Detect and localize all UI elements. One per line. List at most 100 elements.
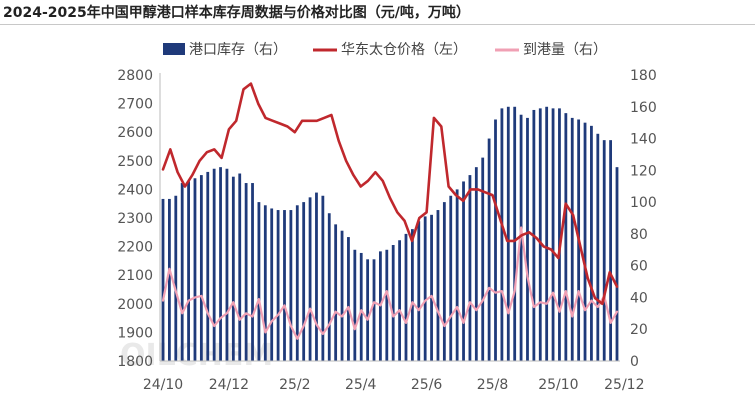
inventory-bar [161,198,165,361]
inventory-bar [615,167,619,361]
x-tick-label: 25/10 [538,377,578,393]
inventory-bar [219,167,222,361]
inventory-bar [327,213,331,361]
inventory-bar [442,202,446,361]
left-tick-label: 2700 [117,97,153,113]
inventory-bar [526,117,529,362]
inventory-bar [538,108,542,361]
inventory-bar [474,167,478,361]
inventory-bar [251,183,254,361]
chart-title: 2024-2025年中国甲醇港口样本库存周数据与价格对比图（元/吨，万吨） [3,5,470,21]
x-tick-label: 25/8 [477,377,508,393]
inventory-bar [340,230,344,361]
legend-label-price: 华东太仓价格（左） [341,42,467,58]
inventory-bar [481,157,485,361]
chart-area: OILCHEM 18001900200021002200230024002500… [117,42,656,393]
legend: 港口库存（右） 华东太仓价格（左） 到港量（右） [163,42,607,58]
right-tick-label: 60 [630,259,648,275]
right-tick-label: 100 [630,195,657,211]
inventory-bar [590,125,593,361]
inventory-bar [276,210,280,361]
right-tick-label: 180 [630,68,657,84]
left-tick-label: 2800 [117,68,153,84]
x-tick-label: 24/12 [209,377,249,393]
inventory-bar [609,140,613,361]
inventory-bar [436,210,440,361]
inventory-bar [423,216,427,361]
inventory-bar [366,259,370,361]
inventory-bar [583,122,587,362]
title-bar: 2024-2025年中国甲醇港口样本库存周数据与价格对比图（元/吨，万吨） [0,0,755,25]
legend-label-arrivals: 到港量（右） [523,42,607,58]
inventory-bar [270,208,274,361]
inventory-bar [564,113,568,361]
inventory-bar [174,195,178,361]
inventory-bar [430,214,433,361]
right-tick-label: 80 [630,227,648,243]
inventory-bar [180,183,184,361]
inventory-bar [398,240,401,361]
inventory-bar [545,106,549,362]
legend-label-inventory: 港口库存（右） [189,42,287,58]
inventory-bar [225,168,229,361]
axes: 1800190020002100220023002400250026002700… [117,68,656,393]
inventory-bar [263,205,267,361]
left-tick-label: 2500 [117,154,153,170]
x-tick-label: 25/12 [604,377,644,393]
inventory-bar [295,205,299,361]
x-tick-label: 25/4 [345,377,377,393]
inventory-bar [494,119,497,361]
inventory-bar [449,195,453,361]
inventory-bar [391,245,395,361]
inventory-bar [347,237,350,361]
inventory-bar [596,133,600,361]
inventory-bar [353,249,357,361]
inventory-bar [289,210,293,361]
inventory-bar [385,249,389,361]
left-tick-label: 1800 [117,354,153,370]
inventory-bar [417,221,421,361]
inventory-bar [404,233,408,361]
inventory-bar [513,106,517,362]
inventory-bar [212,168,216,361]
inventory-bar [302,202,306,361]
inventory-bar [334,224,338,361]
left-tick-label: 2000 [117,297,153,313]
inventory-bar [193,178,197,361]
inventory-bar [506,106,510,362]
inventory-bar [238,173,242,361]
right-tick-label: 140 [630,132,657,148]
inventory-bar [487,138,491,361]
inventory-bar [462,181,465,361]
inventory-bar [558,108,561,361]
right-tick-label: 40 [630,290,648,306]
right-tick-label: 160 [630,100,657,116]
left-tick-label: 1900 [117,325,153,341]
left-tick-label: 2600 [117,125,153,141]
inventory-bar [500,108,504,361]
inventory-bar [410,229,414,361]
inventory-bar [570,117,574,362]
x-tick-label: 25/2 [279,377,310,393]
price-line [161,82,619,306]
right-tick-label: 0 [630,354,639,370]
inventory-bar [199,175,203,361]
inventory-bar [551,108,555,361]
legend-swatch-inventory [163,43,185,55]
inventory-bar [315,192,318,361]
x-tick-label: 24/10 [143,377,183,393]
inventory-bar [244,183,248,361]
inventory-bar [372,259,376,361]
x-tick-label: 25/6 [411,377,443,393]
inventory-bar [359,252,363,361]
inventory-bar [283,210,286,361]
left-tick-label: 2100 [117,268,153,284]
inventory-bar [321,195,325,361]
watermark: OILCHEM [120,338,273,373]
right-tick-label: 20 [630,322,648,338]
right-tick-label: 120 [630,163,657,179]
arrivals-line [161,226,619,340]
inventory-bar [455,189,459,361]
inventory-bar [468,175,472,361]
inventory-bar [308,197,312,361]
